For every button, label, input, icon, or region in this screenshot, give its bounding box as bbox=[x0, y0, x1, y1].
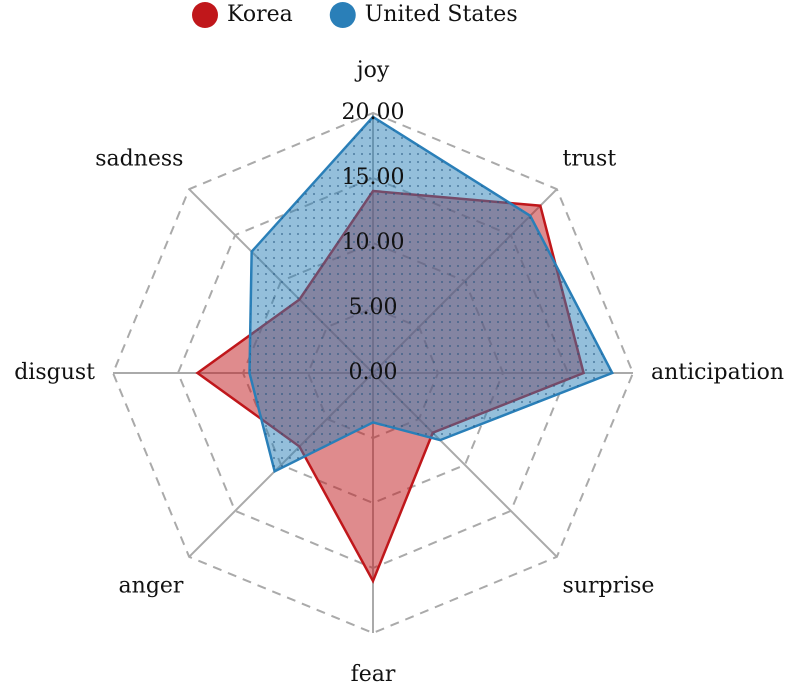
tick-label: 20.00 bbox=[342, 100, 405, 125]
area-pattern bbox=[249, 116, 613, 472]
legend-marker bbox=[329, 2, 356, 28]
tick-label: 10.00 bbox=[342, 230, 405, 255]
tick-label: 0.00 bbox=[349, 360, 398, 385]
category-label: anticipation bbox=[651, 360, 784, 385]
category-label: sadness bbox=[95, 146, 183, 171]
tick-label: 15.00 bbox=[342, 165, 405, 190]
category-label: trust bbox=[563, 146, 617, 171]
tick-label: 5.00 bbox=[349, 295, 398, 320]
category-label: joy bbox=[354, 58, 390, 83]
category-label: surprise bbox=[563, 574, 655, 599]
category-label: fear bbox=[351, 662, 396, 683]
category-label: anger bbox=[119, 574, 184, 599]
legend-marker bbox=[192, 2, 218, 28]
legend-label: United States bbox=[365, 2, 518, 27]
legend-label: Korea bbox=[227, 2, 293, 27]
category-label: disgust bbox=[14, 360, 95, 385]
